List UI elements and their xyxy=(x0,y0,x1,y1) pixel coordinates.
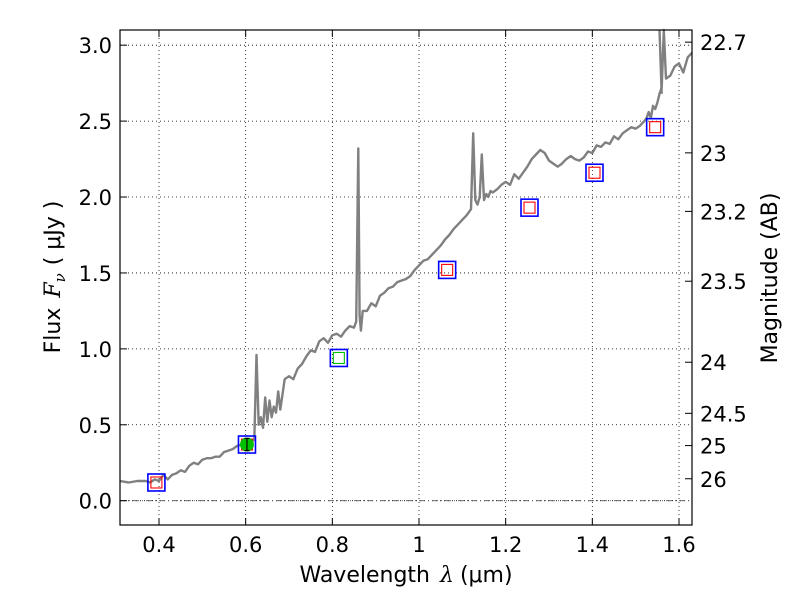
y2-tick-label: 22.7 xyxy=(700,31,747,55)
y-tick-label: 0.5 xyxy=(79,414,112,438)
photometry-inner-box xyxy=(649,121,662,134)
photometry-inner-box xyxy=(332,351,345,365)
photometry-box xyxy=(645,117,665,137)
x-tick-label: 1.4 xyxy=(576,533,609,557)
y-tick-label: 1.0 xyxy=(79,338,112,362)
y-tick-label: 1.5 xyxy=(79,262,112,286)
y2-axis-ticks: 22.7 23 23.2 23.5 24 24.5 25 26 xyxy=(685,31,747,492)
photometry-inner-box xyxy=(523,201,536,214)
x-tick-label: 1 xyxy=(412,533,425,557)
y-axis-label: FluxFν( μJy ) xyxy=(41,201,69,354)
spectrum-spike xyxy=(658,29,663,94)
plot-frame xyxy=(119,29,693,526)
photometry-box xyxy=(237,435,257,454)
y-tick-label: 2.5 xyxy=(79,110,112,134)
y-tick-label: 3.0 xyxy=(79,34,112,58)
photometry-box xyxy=(520,198,539,217)
photometry-box xyxy=(437,260,457,280)
x-axis-label: Wavelength λ (μm) xyxy=(299,563,512,588)
photometry-box xyxy=(147,473,166,492)
photometry-box xyxy=(329,348,349,368)
photometry-inner-box xyxy=(150,476,163,489)
x-axis-ticks: 0.4 0.6 0.8 1 1.2 1.4 1.6 xyxy=(142,30,696,557)
x-tick-label: 1.6 xyxy=(662,533,695,557)
y2-tick-label: 25 xyxy=(700,435,727,459)
y2-tick-label: 23.2 xyxy=(700,200,747,224)
y2-axis-label: Magnitude (AB) xyxy=(758,193,783,364)
photometry-inner-box xyxy=(588,166,601,179)
x-tick-label: 0.6 xyxy=(229,533,262,557)
y2-tick-label: 24 xyxy=(700,351,727,375)
y2-tick-label: 26 xyxy=(700,468,727,492)
y-tick-label: 0.0 xyxy=(79,490,112,514)
photometry-points xyxy=(147,117,665,492)
y2-tick-label: 23.5 xyxy=(700,270,747,294)
x-tick-label: 0.4 xyxy=(142,533,175,557)
y2-tick-label: 23 xyxy=(700,142,727,166)
x-tick-label: 1.2 xyxy=(489,533,522,557)
x-tick-label: 0.8 xyxy=(316,533,349,557)
plot-background xyxy=(120,30,692,525)
photometry-box xyxy=(585,163,604,183)
y-tick-label: 2.0 xyxy=(79,186,112,210)
model-spectrum xyxy=(119,28,693,484)
y-axis-ticks: 0.0 0.5 1.0 1.5 2.0 2.5 3.0 xyxy=(79,34,127,514)
photometry-inner-box xyxy=(441,263,454,276)
y2-tick-label: 24.5 xyxy=(700,402,747,426)
spectrum-line xyxy=(119,28,693,484)
grid-lines xyxy=(120,30,692,525)
